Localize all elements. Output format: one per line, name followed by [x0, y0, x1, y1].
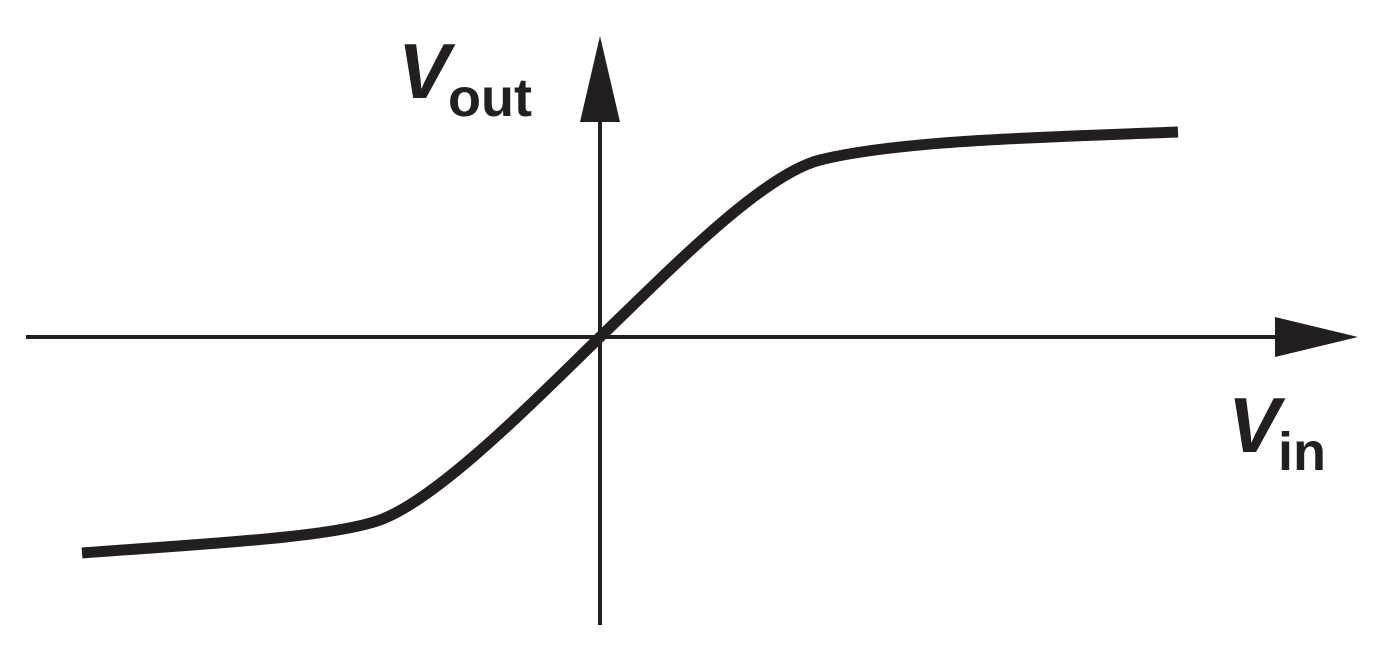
x-axis-label: Vin — [1228, 381, 1326, 482]
y-axis-label: Vout — [398, 27, 532, 128]
y-axis-label-subscript: out — [448, 68, 532, 128]
x-axis-label-subscript: in — [1278, 422, 1326, 482]
y-axis-arrowhead — [580, 36, 620, 122]
x-axis-arrowhead — [1275, 317, 1358, 357]
transfer-curve — [81, 126, 1179, 559]
x-axis-label-symbol: V — [1228, 381, 1286, 469]
y-axis-label-symbol: V — [398, 27, 456, 115]
